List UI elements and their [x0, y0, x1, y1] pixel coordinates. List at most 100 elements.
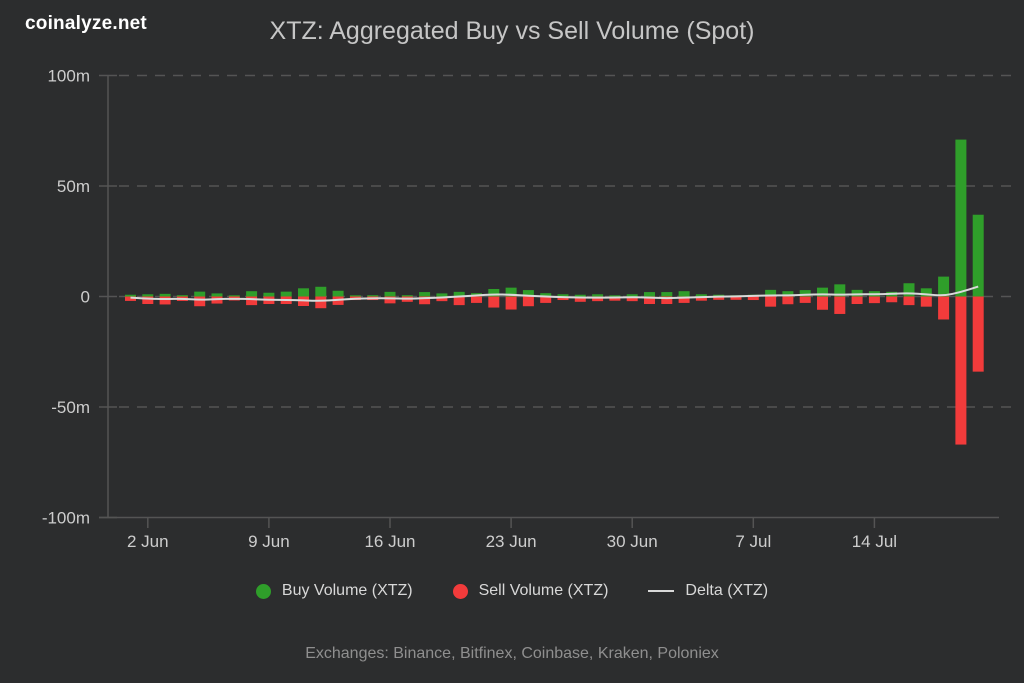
site-logo: coinalyze.net — [25, 13, 147, 34]
sell-bar — [747, 296, 759, 301]
sell-bar — [817, 296, 828, 310]
sell-bar — [713, 296, 725, 300]
sell-bar — [540, 296, 552, 303]
sell-bar — [972, 296, 984, 372]
x-axis-label: 7 Jul — [735, 532, 771, 551]
sell-bar — [471, 296, 482, 303]
sell-bar — [661, 296, 673, 305]
sell-bar — [695, 296, 707, 301]
sell-bar — [592, 296, 604, 302]
legend-label-delta: Delta (XTZ) — [685, 582, 769, 599]
delta-line — [130, 285, 979, 302]
sell-bar — [886, 296, 898, 303]
sell-bar — [938, 296, 950, 320]
buy-bar — [834, 284, 846, 297]
sell-bar — [782, 296, 794, 305]
buy-bar — [280, 291, 292, 297]
buy-bar — [782, 291, 794, 297]
buy-bar — [557, 294, 569, 297]
buy-bar — [228, 295, 240, 297]
buy-bar — [246, 291, 258, 297]
buy-bar — [488, 288, 500, 297]
legend-item-delta[interactable]: Delta (XTZ) — [648, 582, 768, 600]
sell-bar — [159, 296, 171, 305]
sell-bar — [557, 296, 569, 301]
buy-bar — [142, 294, 154, 297]
x-axis-label: 30 Jun — [607, 532, 658, 551]
buy-bar — [817, 287, 828, 297]
buy-bar — [194, 291, 206, 297]
sell-bar — [488, 296, 500, 308]
sell-bar — [903, 296, 915, 306]
sell-bar — [384, 296, 396, 304]
buy-sell-volume-chart[interactable]: 100m 50m 0 -50m -100m 2 Jun 9 Jun 16 Jun 23 Jun 3… — [0, 0, 1024, 565]
buy-bar — [332, 290, 344, 297]
buy-bar — [851, 289, 863, 297]
buy-bar — [298, 288, 309, 297]
buy-bar — [972, 214, 984, 297]
buy-bar — [626, 294, 638, 297]
buy-bar — [592, 294, 604, 297]
buy-bar — [211, 293, 223, 297]
y-axis-label: 50m — [57, 177, 90, 196]
x-axis-label: 16 Jun — [364, 532, 415, 551]
y-axis-label: -50m — [51, 398, 90, 417]
buy-bar — [453, 291, 465, 297]
legend-label-sell: Sell Volume (XTZ) — [478, 582, 609, 599]
sell-bar — [834, 296, 846, 314]
sell-bar — [315, 296, 327, 309]
buy-bar — [263, 292, 275, 297]
buy-bar — [920, 288, 932, 297]
sell-bar — [730, 296, 742, 300]
y-axis-label: 100m — [47, 67, 90, 86]
sell-volume-dot-icon — [452, 583, 468, 599]
buy-bar — [955, 139, 967, 297]
x-axis-label: 14 Jul — [852, 532, 897, 551]
chart-title: XTZ: Aggregated Buy vs Sell Volume (Spot… — [269, 17, 755, 45]
buy-bar — [903, 283, 915, 297]
sell-bar — [765, 296, 777, 307]
y-axis-label: -100m — [42, 509, 90, 528]
sell-bar — [505, 296, 517, 310]
legend-item-sell-volume[interactable]: Sell Volume (XTZ) — [452, 582, 609, 600]
buy-bar — [505, 287, 517, 297]
buy-bar — [367, 295, 379, 297]
sell-bar — [522, 296, 534, 307]
buy-bar — [384, 291, 396, 297]
buy-bar — [695, 294, 707, 297]
buy-bar — [419, 292, 431, 297]
x-axis-label: 9 Jun — [248, 532, 290, 551]
sell-bar — [142, 296, 154, 305]
buy-bar — [644, 292, 655, 297]
buy-bar — [315, 286, 327, 297]
buy-bar — [938, 276, 950, 297]
legend-label-buy: Buy Volume (XTZ) — [281, 582, 413, 599]
chart-legend: Buy Volume (XTZ) Sell Volume (XTZ) Delta… — [0, 582, 1024, 600]
buy-bar — [661, 292, 673, 297]
sell-bar — [644, 296, 655, 305]
sell-bar — [868, 296, 880, 304]
sell-bar — [574, 296, 586, 302]
buy-bar — [609, 295, 621, 297]
legend-item-buy-volume[interactable]: Buy Volume (XTZ) — [255, 582, 413, 600]
buy-bar — [799, 290, 811, 297]
buy-volume-dot-icon — [255, 583, 271, 599]
buy-bar — [125, 294, 136, 297]
buy-bar — [522, 290, 534, 297]
sell-bar — [436, 296, 448, 302]
delta-line-icon — [648, 590, 675, 592]
sell-bar — [194, 296, 206, 307]
sell-bar — [678, 296, 690, 303]
sell-bar — [125, 296, 136, 301]
sell-bar — [851, 296, 863, 305]
x-axis-label: 2 Jun — [127, 532, 169, 551]
sell-bar — [955, 296, 967, 445]
y-axis-label: 0 — [81, 288, 90, 307]
sell-bar — [246, 296, 258, 306]
buy-bar — [159, 293, 171, 297]
sell-bar — [419, 296, 431, 305]
buy-bar — [401, 295, 413, 297]
buy-bar — [765, 289, 777, 297]
buy-bar — [574, 294, 586, 297]
